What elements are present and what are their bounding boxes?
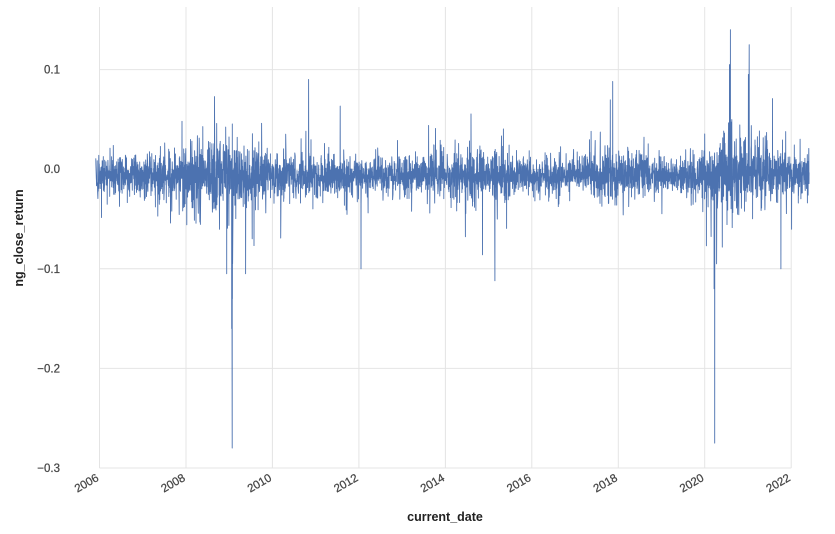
svg-text:2012: 2012 [332, 472, 360, 495]
svg-text:0.0: 0.0 [44, 164, 60, 176]
svg-text:2018: 2018 [592, 472, 620, 495]
svg-text:−0.1: −0.1 [37, 264, 60, 276]
svg-text:0.1: 0.1 [44, 65, 60, 77]
svg-text:−0.2: −0.2 [37, 363, 60, 375]
svg-text:2010: 2010 [246, 472, 274, 495]
svg-text:2022: 2022 [765, 472, 793, 495]
svg-text:2008: 2008 [159, 472, 187, 495]
svg-text:−0.3: −0.3 [37, 463, 60, 475]
svg-text:2006: 2006 [73, 472, 101, 495]
svg-text:2020: 2020 [678, 472, 706, 495]
svg-text:2016: 2016 [505, 472, 533, 495]
svg-text:2014: 2014 [419, 472, 448, 495]
